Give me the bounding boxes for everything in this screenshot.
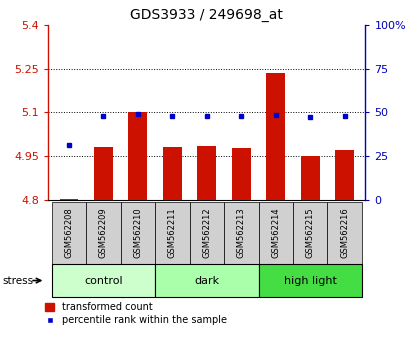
Bar — [301, 156, 320, 200]
Bar — [224, 202, 259, 264]
Text: GSM562213: GSM562213 — [237, 207, 246, 258]
Bar — [52, 264, 155, 297]
Text: GSM562212: GSM562212 — [202, 207, 211, 258]
Bar — [163, 147, 182, 200]
Text: control: control — [84, 275, 123, 286]
Bar — [60, 199, 79, 200]
Bar — [232, 148, 251, 200]
Title: GDS3933 / 249698_at: GDS3933 / 249698_at — [131, 8, 283, 22]
Text: GSM562210: GSM562210 — [134, 207, 142, 258]
Text: GSM562214: GSM562214 — [271, 207, 280, 258]
Text: GSM562209: GSM562209 — [99, 207, 108, 258]
Text: high light: high light — [284, 275, 337, 286]
Text: dark: dark — [194, 275, 219, 286]
Text: GSM562215: GSM562215 — [306, 207, 315, 258]
Bar — [189, 202, 224, 264]
Bar — [121, 202, 155, 264]
Text: GSM562211: GSM562211 — [168, 207, 177, 258]
Bar — [94, 147, 113, 200]
Legend: transformed count, percentile rank within the sample: transformed count, percentile rank withi… — [45, 302, 227, 325]
Bar — [155, 202, 189, 264]
Bar — [155, 264, 259, 297]
Bar — [197, 146, 216, 200]
Bar — [129, 112, 147, 200]
Bar — [259, 264, 362, 297]
Text: GSM562208: GSM562208 — [65, 207, 73, 258]
Bar — [293, 202, 328, 264]
Text: stress: stress — [2, 275, 33, 286]
Bar — [266, 73, 285, 200]
Bar — [86, 202, 121, 264]
Bar — [328, 202, 362, 264]
Bar — [259, 202, 293, 264]
Text: GSM562216: GSM562216 — [340, 207, 349, 258]
Bar — [52, 202, 86, 264]
Bar — [335, 150, 354, 200]
